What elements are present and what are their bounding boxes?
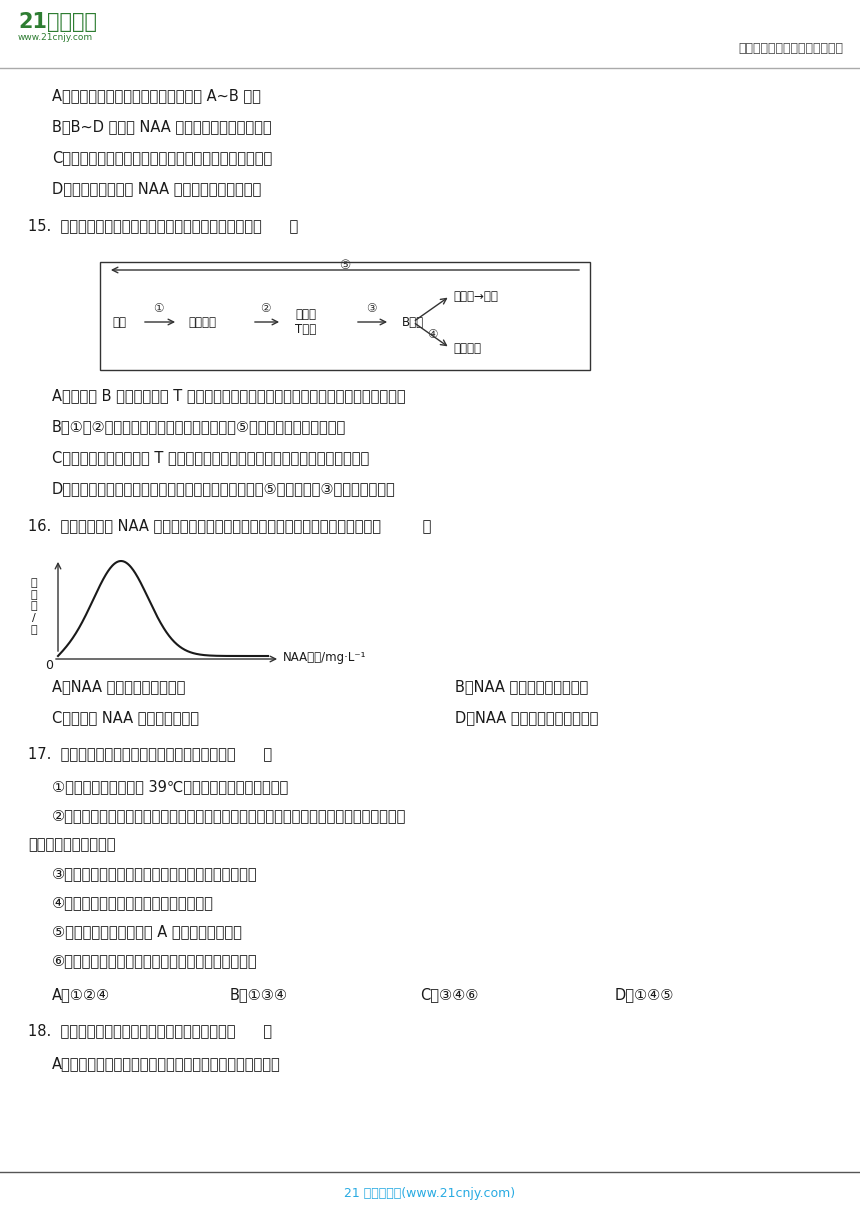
Text: 17.  下列关于动物激素及其调节的叙述正确的是（      ）: 17. 下列关于动物激素及其调节的叙述正确的是（ ） [28,745,272,761]
Text: D．NAA 浓度过高时会抑制生根: D．NAA 浓度过高时会抑制生根 [455,710,599,725]
Text: D．该曲线不能说明 NAA 的生理作用具有两重性: D．该曲线不能说明 NAA 的生理作用具有两重性 [52,181,261,196]
Text: 15.  下图为人体特异性免疫示意图，有关叙述正确的是（      ）: 15. 下图为人体特异性免疫示意图，有关叙述正确的是（ ） [28,218,298,233]
Text: ①: ① [153,302,163,315]
Text: ①某同学感冒持续高热 39℃，其体内产热量等于散热量: ①某同学感冒持续高热 39℃，其体内产热量等于散热量 [52,779,288,794]
Text: 辅助性
T细胞: 辅助性 T细胞 [295,308,316,336]
Text: A．第一道防线不具有特异性，第二、三道防线具有特异性: A．第一道防线不具有特异性，第二、三道防线具有特异性 [52,1055,280,1071]
Bar [100,261,590,370]
Text: C．该免疫过程有辅助性 T 细胞等多种免疫细胞的参与，因此属于细胞免疫过程: C．该免疫过程有辅助性 T 细胞等多种免疫细胞的参与，因此属于细胞免疫过程 [52,450,369,465]
Text: C．研究人员在该实验过程中设置了空白对照和相互对照: C．研究人员在该实验过程中设置了空白对照和相互对照 [52,150,273,165]
Text: D．机体再次受到同种抗原刺激时，可在短时间内发生⑤反应，因为③过程可迅速完成: D．机体再次受到同种抗原刺激时，可在短时间内发生⑤反应，因为③过程可迅速完成 [52,482,396,496]
Text: 吞噬细胞: 吞噬细胞 [188,315,216,328]
Text: ⑥胰高血糖素分泌量上升，促进肝糖原和肌糖原分解: ⑥胰高血糖素分泌量上升，促进肝糖原和肌糖原分解 [52,953,258,968]
Text: ②: ② [260,302,270,315]
Text: 21世纪教育: 21世纪教育 [18,12,97,32]
Text: 浆细胞→抗体: 浆细胞→抗体 [453,289,498,303]
Text: ②人在恐惧、紧张时，肾上腺素分泌增多，通过神经纤维运输到心脏，使心率加快，肾上腺: ②人在恐惧、紧张时，肾上腺素分泌增多，通过神经纤维运输到心脏，使心率加快，肾上腺 [52,807,407,823]
Text: B．B~D 浓度的 NAA 溶液抑制迎春花插条生根: B．B~D 浓度的 NAA 溶液抑制迎春花插条生根 [52,119,272,134]
Text: 16.  生长素类似物 NAA 对某植物插条生根的影响如下图所示，以下叙述正确的是（         ）: 16. 生长素类似物 NAA 对某植物插条生根的影响如下图所示，以下叙述正确的是… [28,518,432,533]
Text: A．促进迎春花插条生根的浓度范围是 A~B 浓度: A．促进迎春花插条生根的浓度范围是 A~B 浓度 [52,88,261,103]
Text: D．①④⑤: D．①④⑤ [615,987,674,1002]
Text: NAA浓度/mg·L⁻¹: NAA浓度/mg·L⁻¹ [283,651,366,664]
Text: ⑤血糖浓度升高能使胰岛 A 细胞分泌活动增强: ⑤血糖浓度升高能使胰岛 A 细胞分泌活动增强 [52,924,242,939]
Text: 18.  下列与人体免疫调节有关的说法，正确的是（      ）: 18. 下列与人体免疫调节有关的说法，正确的是（ ） [28,1023,272,1038]
Text: ③: ③ [366,302,377,315]
Text: C．③④⑥: C．③④⑥ [420,987,478,1002]
Text: 抗原: 抗原 [112,315,126,328]
Text: ⑤: ⑤ [340,259,351,272]
Text: ④: ④ [427,327,437,340]
Text: B．①③④: B．①③④ [230,987,288,1002]
Text: 生
根
数
/
条: 生 根 数 / 条 [31,579,37,635]
Text: B．①和②过程都需要细胞膜上糖被的参与，⑤过程主要发生在内环境中: B．①和②过程都需要细胞膜上糖被的参与，⑤过程主要发生在内环境中 [52,420,347,434]
Text: 21 世纪教育网(www.21cnjy.com): 21 世纪教育网(www.21cnjy.com) [345,1187,515,1200]
Text: ④正常人体内，激素的分泌存在反馈调节: ④正常人体内，激素的分泌存在反馈调节 [52,895,214,910]
Text: C．不使用 NAA 该植物不能生根: C．不使用 NAA 该植物不能生根 [52,710,199,725]
Text: B．NAA 浓度与生根数成反比: B．NAA 浓度与生根数成反比 [455,679,588,694]
Text: A．图中的 B 细胞和辅助性 T 细胞都由骨髓造血干细胞分化而成，并在骨髓中发育成熟: A．图中的 B 细胞和辅助性 T 细胞都由骨髓造血干细胞分化而成，并在骨髓中发育… [52,388,406,402]
Text: 中小学教育资源及组卷应用平台: 中小学教育资源及组卷应用平台 [738,43,843,55]
Text: A．①②④: A．①②④ [52,987,110,1002]
Text: 素在发挥作用后被灭活: 素在发挥作用后被灭活 [28,837,115,852]
Text: A．NAA 浓度与生根数成正比: A．NAA 浓度与生根数成正比 [52,679,186,694]
Text: 记忆细胞: 记忆细胞 [453,342,481,355]
Text: ③下丘脑功能受损的幼犬会出现抗寒能力减弱等现象: ③下丘脑功能受损的幼犬会出现抗寒能力减弱等现象 [52,866,258,882]
Text: 0: 0 [45,659,53,672]
Text: www.21cnjy.com: www.21cnjy.com [18,33,93,43]
Text: B细胞: B细胞 [402,315,424,328]
